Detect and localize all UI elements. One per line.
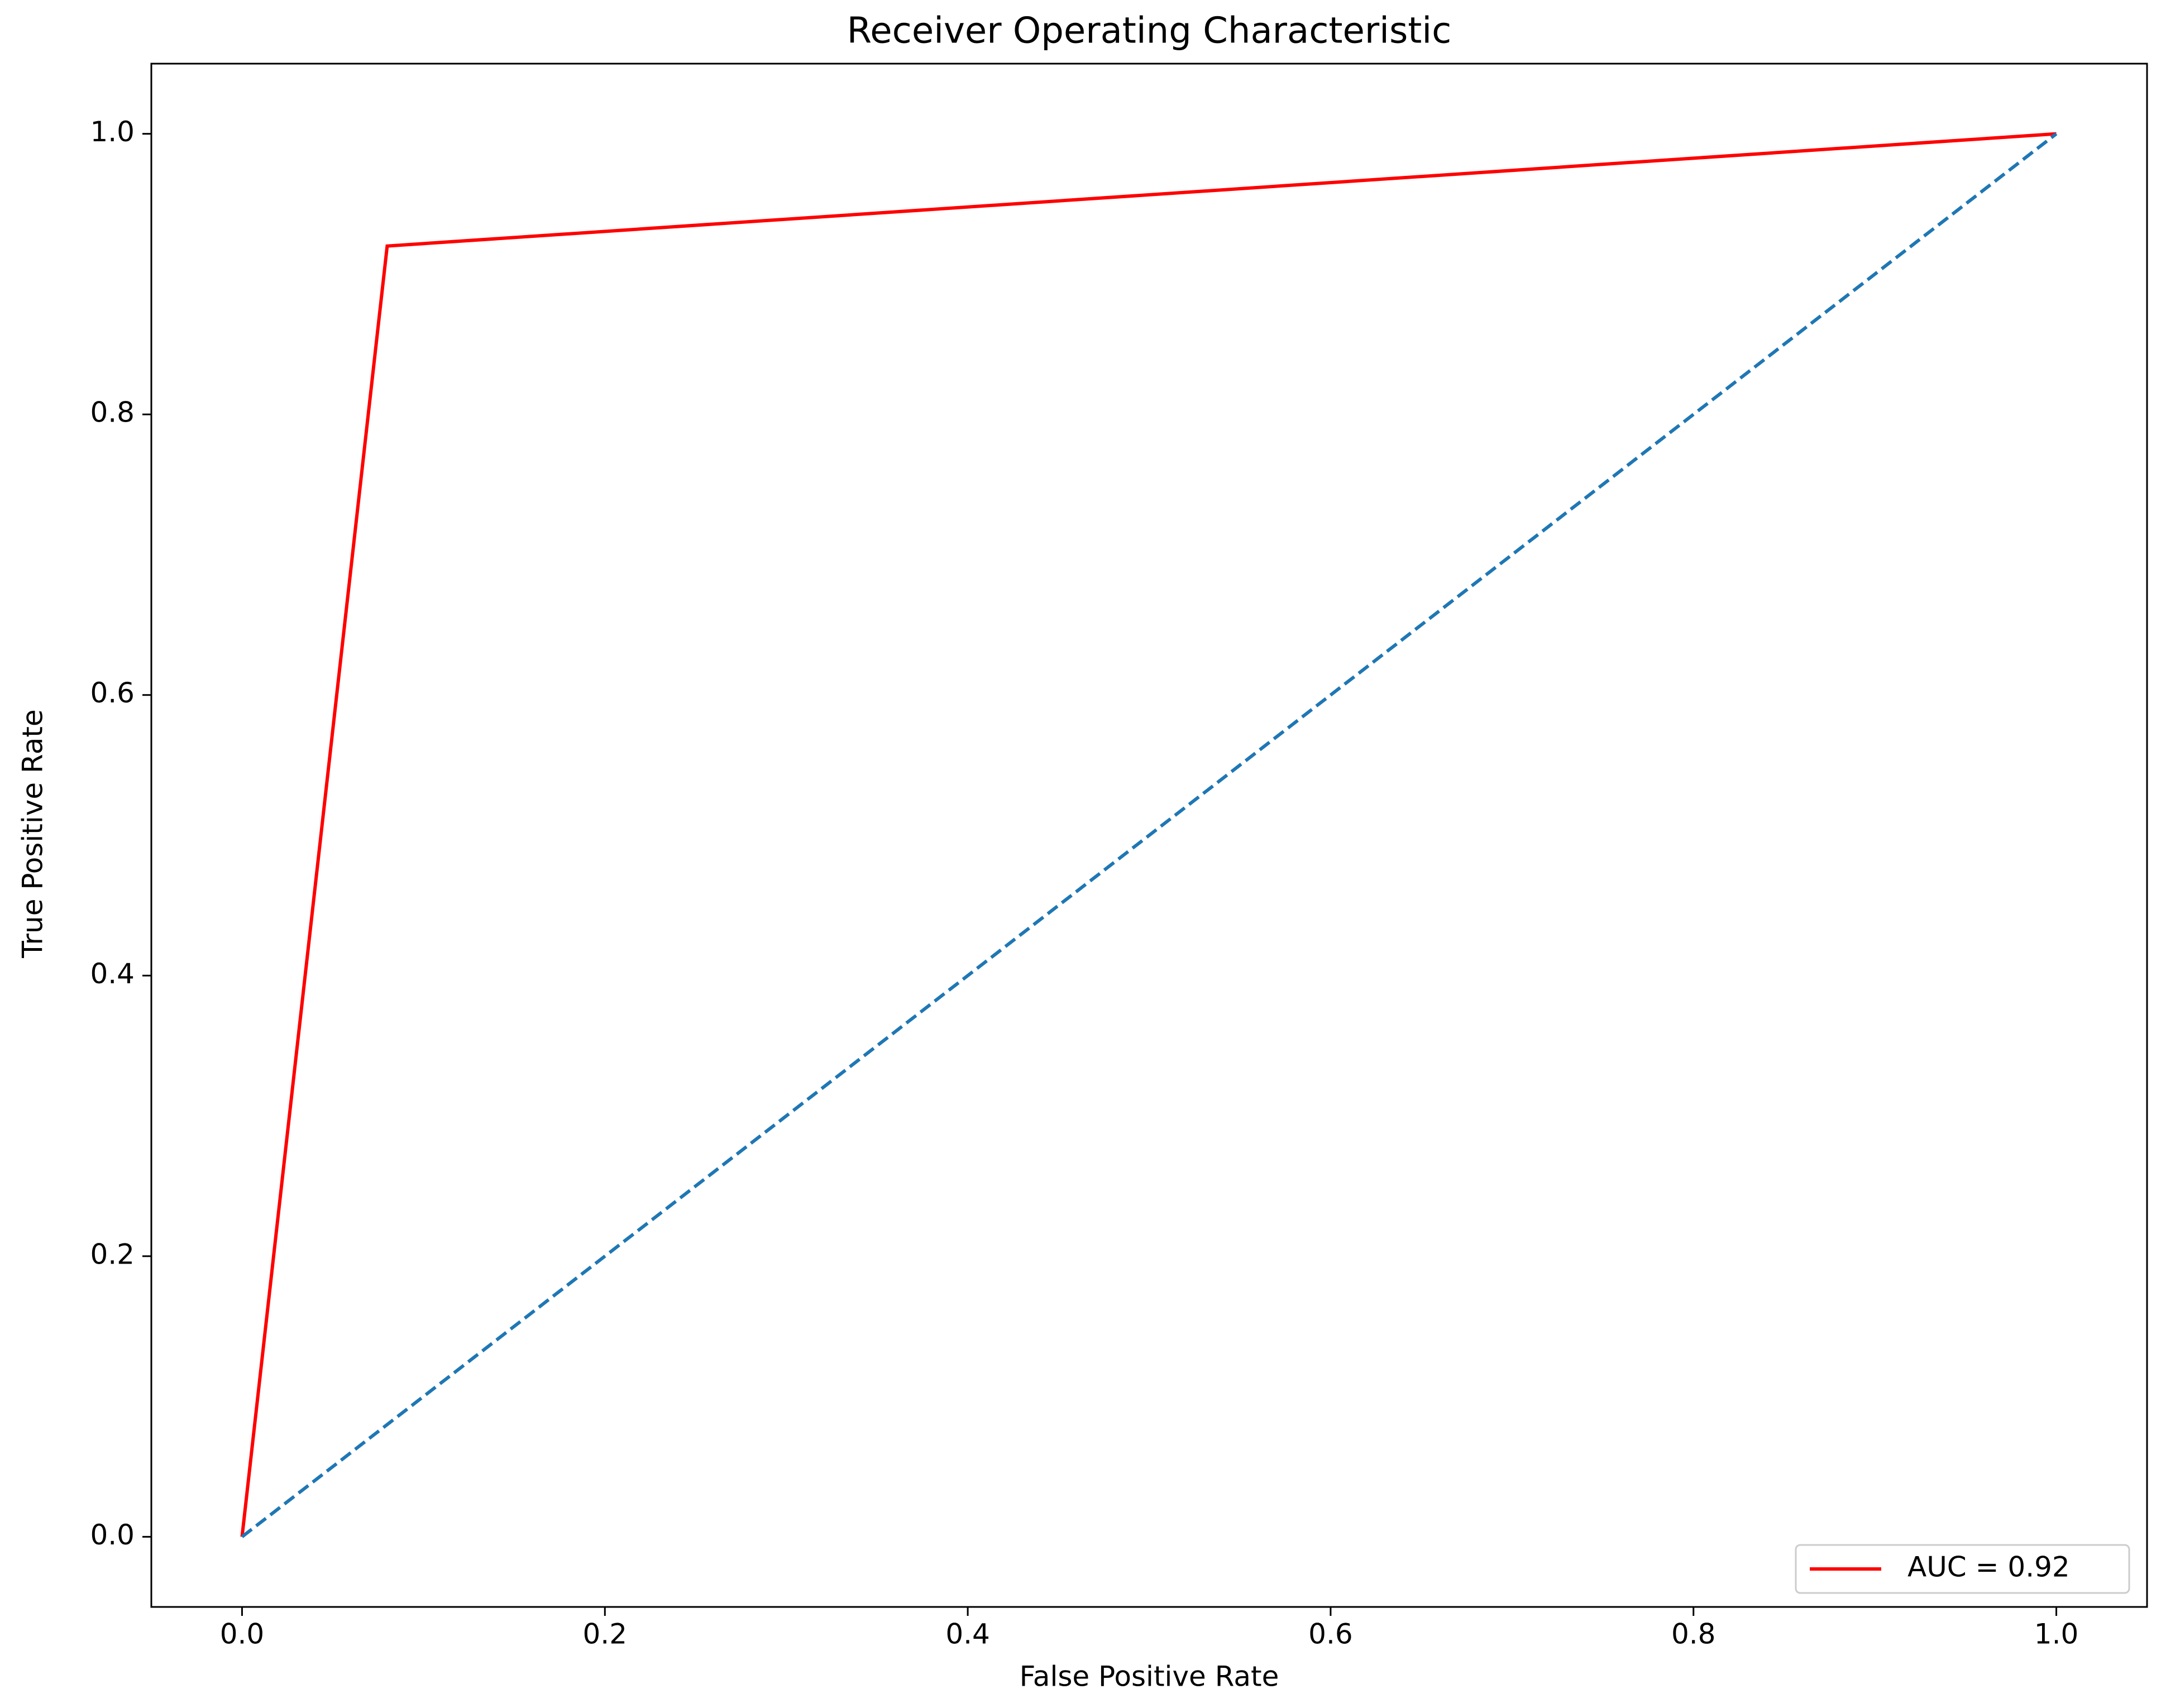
x-tick-label: 1.0 xyxy=(2034,1618,2079,1650)
y-tick-label: 1.0 xyxy=(90,116,135,148)
x-tick-label: 0.8 xyxy=(1671,1618,1716,1650)
series-line xyxy=(241,132,2058,1538)
x-tick-label: 0.6 xyxy=(1308,1618,1353,1650)
plot-frame xyxy=(150,63,2148,1608)
chart-title: Receiver Operating Characteristic xyxy=(847,11,1452,52)
series-line xyxy=(240,132,2057,1537)
y-tick-label: 0.0 xyxy=(90,1519,135,1551)
y-tick-label: 0.4 xyxy=(90,958,135,990)
x-tick-label: 0.4 xyxy=(945,1618,990,1650)
x-tick-label: 0.0 xyxy=(220,1618,265,1650)
x-axis-label: False Positive Rate xyxy=(1020,1661,1279,1693)
legend-box xyxy=(1795,1544,2130,1594)
legend-label: AUC = 0.92 xyxy=(1907,1551,2070,1583)
x-tick-label: 0.2 xyxy=(583,1618,628,1650)
y-tick-label: 0.6 xyxy=(90,677,135,709)
y-tick-label: 0.2 xyxy=(90,1238,135,1270)
y-tick-label: 0.8 xyxy=(90,396,135,429)
y-axis-label: True Positive Rate xyxy=(17,709,49,958)
